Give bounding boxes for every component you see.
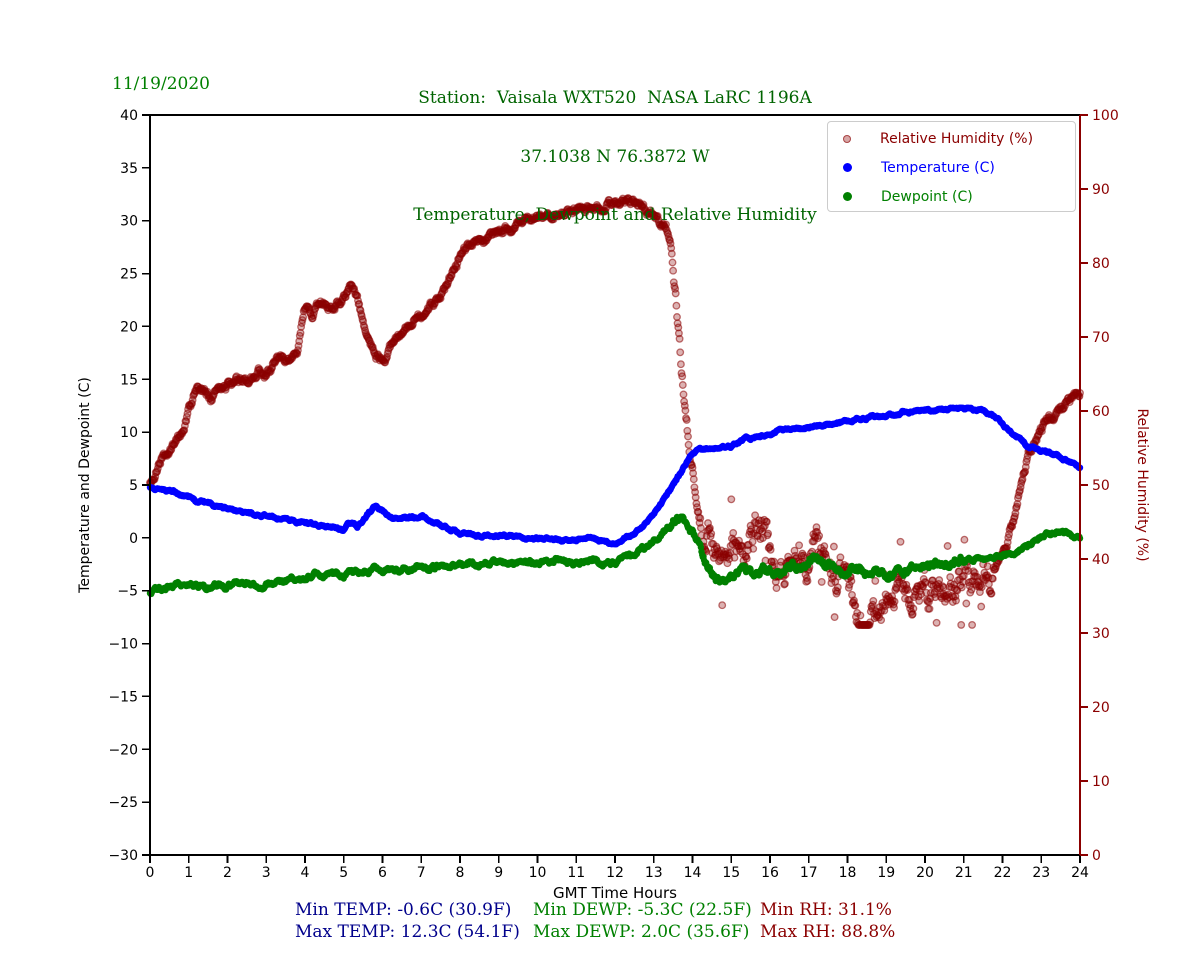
x-tick-label: 17 <box>800 865 818 881</box>
y-right-tick-label: 30 <box>1092 626 1110 642</box>
min-temp-stat: Min TEMP: -0.6C (30.9F) <box>295 900 512 920</box>
x-tick-label: 11 <box>567 865 585 881</box>
y-left-tick-label: −10 <box>108 637 138 653</box>
x-tick-label: 24 <box>1071 865 1089 881</box>
x-tick-label: 3 <box>262 865 271 881</box>
legend-entry-relative-humidity: Relative Humidity (%) <box>828 124 1075 153</box>
x-tick-label: 21 <box>955 865 973 881</box>
series-temperature-c <box>146 404 1084 548</box>
y-right-tick-label: 40 <box>1092 552 1110 568</box>
series-dewpoint-c <box>146 513 1084 598</box>
x-tick-label: 4 <box>301 865 310 881</box>
x-tick-label: 13 <box>645 865 663 881</box>
max-rh-stat: Max RH: 88.8% <box>760 922 896 942</box>
y-right-tick-label: 70 <box>1092 330 1110 346</box>
temperature-marker-icon <box>843 163 852 172</box>
x-tick-label: 23 <box>1032 865 1050 881</box>
y-axis-label-right: Relative Humidity (%) <box>1134 408 1150 562</box>
max-dewp-stat: Max DEWP: 2.0C (35.6F) <box>533 922 750 942</box>
y-left-tick-label: 0 <box>129 531 138 547</box>
chart-title: Station: Vaisala WXT520 NASA LaRC 1196A … <box>150 50 1080 265</box>
legend-entry-temperature: Temperature (C) <box>828 153 1075 182</box>
title-line-station: Station: Vaisala WXT520 NASA LaRC 1196A <box>418 88 812 108</box>
tick-marks <box>142 114 1088 863</box>
x-tick-label: 14 <box>684 865 702 881</box>
y-right-tick-label: 90 <box>1092 182 1110 198</box>
max-temp-stat: Max TEMP: 12.3C (54.1F) <box>295 922 520 942</box>
y-right-tick-label: 10 <box>1092 774 1110 790</box>
min-dewp-stat: Min DEWP: -5.3C (22.5F) <box>533 900 752 920</box>
y-right-tick-label: 0 <box>1092 848 1101 864</box>
dewpoint-marker-icon <box>843 192 852 201</box>
x-tick-label: 0 <box>146 865 155 881</box>
x-tick-label: 2 <box>223 865 232 881</box>
min-rh-stat: Min RH: 31.1% <box>760 900 892 920</box>
x-tick-label: 6 <box>378 865 387 881</box>
x-tick-label: 19 <box>877 865 895 881</box>
title-line-subject: Temperature, Dewpoint and Relative Humid… <box>413 205 817 225</box>
y-left-tick-label: 10 <box>120 425 138 441</box>
x-tick-label: 12 <box>606 865 624 881</box>
y-left-tick-label: 25 <box>120 267 138 283</box>
y-left-tick-label: −5 <box>117 584 138 600</box>
axes-layer: 0 1 2 3 4 5 6 7 8 9 10 11 12 13 14 15 16 17 18 19 20 21 22 23 24… <box>108 108 1118 881</box>
legend-box: Relative Humidity (%) Temperature (C) De… <box>827 121 1076 212</box>
plot-spines <box>149 114 1081 856</box>
x-tick-label: 18 <box>839 865 857 881</box>
x-tick-label: 5 <box>339 865 348 881</box>
data-series-layer <box>146 194 1084 629</box>
x-axis-label: GMT Time Hours <box>553 884 677 902</box>
x-tick-label: 22 <box>994 865 1012 881</box>
x-tick-label: 7 <box>417 865 426 881</box>
y-left-tick-label: 40 <box>120 108 138 124</box>
x-tick-label: 9 <box>494 865 503 881</box>
y-left-tick-label: 35 <box>120 161 138 177</box>
y-left-tick-label: 15 <box>120 372 138 388</box>
series-relative-humidity <box>146 194 1084 629</box>
x-tick-label: 1 <box>184 865 193 881</box>
legend-entry-dewpoint: Dewpoint (C) <box>828 182 1075 211</box>
y-right-tick-label: 60 <box>1092 404 1110 420</box>
y-left-tick-label: −30 <box>108 848 138 864</box>
y-right-tick-label: 80 <box>1092 256 1110 272</box>
y-left-tick-label: −15 <box>108 689 138 705</box>
y-left-tick-label: 5 <box>129 478 138 494</box>
y-right-tick-label: 100 <box>1092 108 1119 124</box>
date-label: 11/19/2020 <box>112 74 210 94</box>
x-tick-label: 16 <box>761 865 779 881</box>
tick-labels: 0 1 2 3 4 5 6 7 8 9 10 11 12 13 14 15 16 17 18 19 20 21 22 23 24… <box>108 108 1118 881</box>
legend-label: Relative Humidity (%) <box>880 130 1034 147</box>
y-left-tick-label: −20 <box>108 742 138 758</box>
humidity-marker-icon <box>843 134 851 143</box>
y-left-tick-label: 30 <box>120 214 138 230</box>
x-tick-label: 8 <box>456 865 465 881</box>
x-tick-label: 10 <box>529 865 547 881</box>
y-right-tick-label: 50 <box>1092 478 1110 494</box>
y-right-tick-label: 20 <box>1092 700 1110 716</box>
legend-label: Dewpoint (C) <box>881 188 973 205</box>
y-axis-label-left: Temperature and Dewpoint (C) <box>77 377 93 593</box>
x-tick-label: 15 <box>722 865 740 881</box>
title-line-coordinates: 37.1038 N 76.3872 W <box>520 146 710 167</box>
y-left-tick-label: −25 <box>108 795 138 811</box>
y-left-tick-label: 20 <box>120 319 138 335</box>
x-tick-label: 20 <box>916 865 934 881</box>
legend-label: Temperature (C) <box>881 159 995 176</box>
